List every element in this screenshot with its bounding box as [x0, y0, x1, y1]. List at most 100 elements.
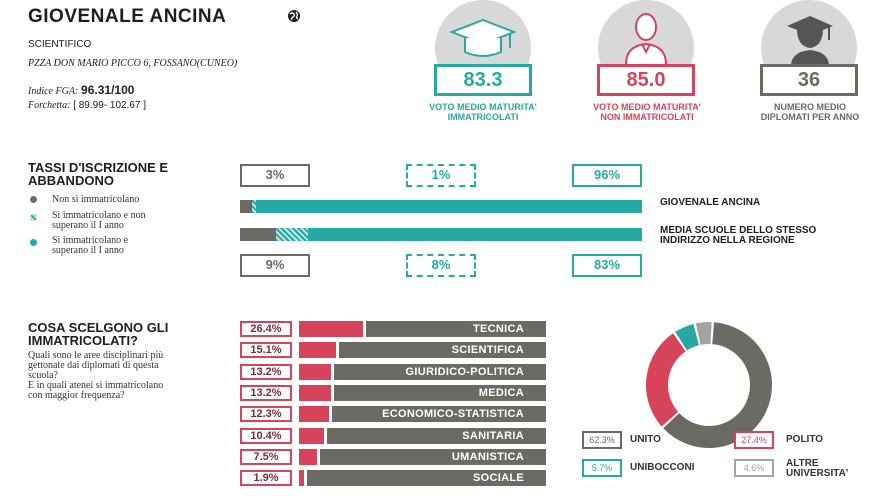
area-pct-box: 26.4%: [240, 321, 292, 337]
label-line: MEDIA SCUOLE DELLO STESSO: [660, 225, 817, 236]
caption-line: IMMATRICOLATI: [447, 112, 519, 122]
caption-line: NUMERO MEDIO: [774, 102, 846, 112]
region-pct-superano: 83%: [572, 254, 642, 277]
legend-item: Si immatricolano e non superano il I ann…: [52, 211, 146, 231]
uni-label-altre: ALTRE UNIVERSITA': [786, 459, 848, 479]
area-bar-label: TECNICA: [366, 321, 546, 337]
area-bar-value: [299, 385, 331, 401]
choices-question: Quali sono le aree disciplinari più gett…: [28, 351, 163, 401]
area-bar-value: [299, 321, 363, 337]
choices-title: COSA SCELGONO GLI IMMATRICOLATI?: [28, 321, 168, 347]
question-line: con maggior frequenza?: [28, 390, 125, 401]
university-donut-chart: [646, 322, 772, 448]
area-bar-label: SANITARIA: [327, 428, 546, 444]
area-bar-label: MEDICA: [334, 385, 546, 401]
area-bar-label: SCIENTIFICA: [338, 342, 546, 358]
school-bar-label: GIOVENALE ANCINA: [660, 197, 761, 208]
fga-value: 96.31/100: [81, 83, 135, 97]
legend-item: Non si immatricolano: [52, 194, 140, 205]
school-address: PZZA DON MARIO PICCO 6, FOSSANO(CUNEO): [28, 58, 238, 69]
uni-pct-unibocconi: 5.7%: [582, 459, 622, 477]
range-value: [ 89.99- 102.67 ]: [73, 100, 147, 111]
uni-label-polito: POLITO: [786, 434, 824, 445]
label-line: UNIVERSITA': [786, 468, 849, 479]
legend-dot-non-superano: [30, 214, 37, 221]
school-pct-non-immatricolati: 3%: [240, 164, 310, 187]
metric-caption-diplomati: NUMERO MEDIO DIPLOMATI PER ANNO: [735, 102, 885, 122]
legend-line: Si immatricolano e: [52, 235, 129, 246]
metric-caption-immatricolati: VOTO MEDIO MATURITA' IMMATRICOLATI: [408, 102, 558, 122]
donut-slice-polito: [646, 333, 687, 427]
title-line: IMMATRICOLATI?: [28, 333, 138, 348]
fga-range: Forchetta: [ 89.99- 102.67 ]: [28, 100, 146, 111]
uni-pct-unito: 62.3%: [582, 431, 622, 449]
area-pct-box: 12.3%: [240, 406, 292, 422]
area-pct-box: 13.2%: [240, 364, 292, 380]
area-bar-value: [299, 470, 304, 486]
area-bar-label: ECONOMICO-STATISTICA: [331, 406, 546, 422]
area-pct-box: 13.2%: [240, 385, 292, 401]
bar-segment-non-immatricolati: [240, 200, 253, 213]
uni-pct-polito: 27.4%: [734, 431, 774, 449]
title-line: COSA SCELGONO GLI: [28, 320, 169, 335]
school-name: GIOVENALE ANCINA: [28, 6, 227, 27]
caption-line: VOTO MEDIO MATURITA': [593, 102, 701, 112]
caption-line: VOTO MEDIO MATURITA': [429, 102, 537, 112]
area-bar-value: [299, 449, 318, 465]
area-pct-box: 15.1%: [240, 342, 292, 358]
label-line: ALTRE: [786, 458, 819, 469]
enrollment-title: TASSI D'ISCRIZIONE E ABBANDONO: [28, 161, 168, 187]
school-stacked-bar: [240, 200, 642, 213]
uni-label-unito: UNITO: [630, 434, 661, 445]
bar-segment-superano: [308, 228, 642, 241]
region-pct-non-superano: 8%: [406, 254, 476, 277]
area-bar-label: UMANISTICA: [320, 449, 546, 465]
area-pct-box: 1.9%: [240, 470, 292, 486]
legend-dot-superano: [30, 239, 37, 246]
metric-value-non-immatricolati: 85.0: [597, 64, 695, 96]
area-bar-value: [299, 428, 325, 444]
question-line: scuola?: [28, 370, 58, 381]
fga-index: Indice FGA: 96.31/100: [28, 83, 134, 97]
fga-label: Indice FGA:: [28, 86, 79, 97]
area-bar-label: GIURIDICO-POLITICA: [334, 364, 546, 380]
uni-label-unibocconi: UNIBOCCONI: [630, 462, 695, 473]
label-line: INDIRIZZO NELLA REGIONE: [660, 235, 795, 246]
legend-dot-non-immatricolati: [30, 196, 37, 203]
donut-slice-unibocconi: [675, 323, 700, 351]
region-bar-label: MEDIA SCUOLE DELLO STESSO INDIRIZZO NELL…: [660, 226, 816, 246]
uni-pct-altre: 4.6%: [734, 459, 774, 477]
question-line: gettonate dai diplomati di questa: [28, 360, 159, 371]
graduate-person-icon: [787, 16, 833, 66]
question-line: Quali sono le aree disciplinari più: [28, 350, 164, 361]
area-bar-value: [299, 364, 331, 380]
bar-segment-non-immatricolati: [240, 228, 277, 241]
graduation-cap-icon: [449, 18, 517, 57]
globe-icon[interactable]: [287, 9, 301, 23]
school-type: SCIENTIFICO: [28, 39, 92, 50]
legend-line: Si immatricolano e non: [52, 210, 146, 221]
title-line: TASSI D'ISCRIZIONE E: [28, 160, 169, 175]
legend-line: superano il I anno: [52, 220, 124, 231]
region-pct-non-immatricolati: 9%: [240, 254, 310, 277]
bar-segment-non-superano: [252, 200, 257, 213]
area-bar-value: [299, 406, 329, 422]
caption-line: NON IMMATRICOLATI: [600, 112, 694, 122]
title-line: ABBANDONO: [28, 173, 114, 188]
legend-line: superano il I anno: [52, 245, 124, 256]
region-stacked-bar: [240, 228, 642, 241]
question-line: E in quali atenei si immatricolano: [28, 380, 164, 391]
bar-segment-superano: [256, 200, 642, 213]
metric-value-immatricolati: 83.3: [434, 64, 532, 96]
legend-item: Si immatricolano e superano il I anno: [52, 236, 128, 256]
school-pct-superano: 96%: [572, 164, 642, 187]
school-pct-non-superano: 1%: [406, 164, 476, 187]
donut-slice-unito: [663, 322, 772, 448]
metric-value-diplomati: 36: [760, 64, 858, 96]
caption-line: DIPLOMATI PER ANNO: [760, 112, 860, 122]
bar-segment-non-superano: [276, 228, 309, 241]
metric-caption-non-immatricolati: VOTO MEDIO MATURITA' NON IMMATRICOLATI: [572, 102, 722, 122]
person-icon: [625, 13, 667, 65]
area-pct-box: 7.5%: [240, 449, 292, 465]
area-bar-value: [299, 342, 336, 358]
